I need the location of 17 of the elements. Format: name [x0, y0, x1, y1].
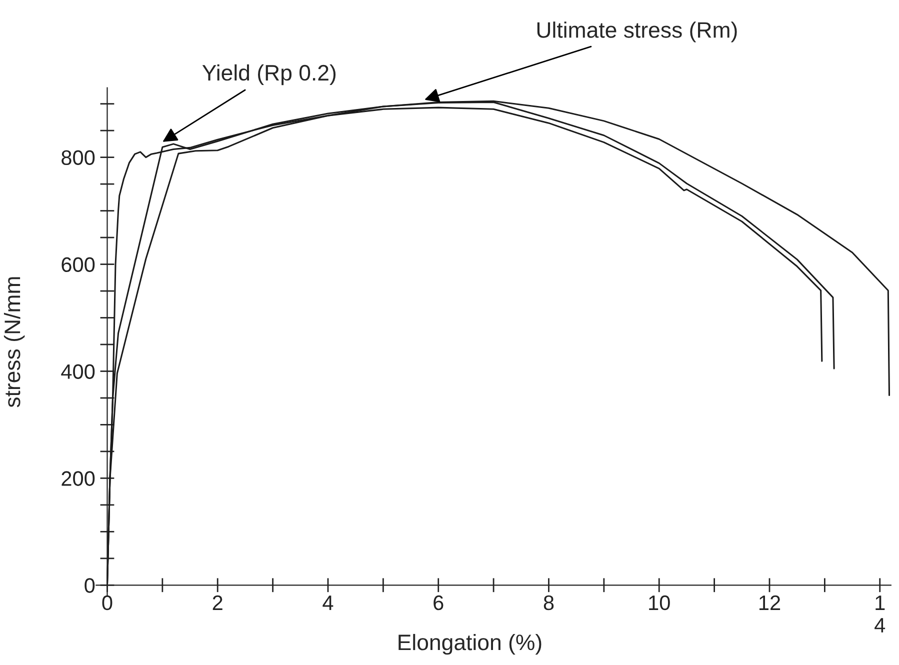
x-tick-label: 0 [102, 595, 112, 610]
x-axis-title: Elongation (%) [398, 634, 542, 655]
y-tick-label: 400 [61, 364, 95, 379]
x-tick-label: 12 [759, 595, 780, 610]
annotation: Yield (Rp 0.2) [202, 64, 336, 86]
y-tick-label: 600 [62, 257, 95, 272]
x-tick-label: 1 4 [874, 596, 886, 632]
annotation: Ultimate stress (Rm) [537, 22, 737, 42]
y-tick-label: 0 [84, 578, 95, 593]
x-tick-label: 6 [434, 595, 444, 610]
x-tick-label: 10 [649, 595, 670, 610]
x-tick-label: 4 [322, 596, 334, 610]
y-tick-label: 800 [62, 150, 95, 166]
x-tick-label: 8 [544, 595, 554, 610]
y-tick-label: 200 [62, 471, 95, 486]
y-axis-title: stress (N/mm [4, 277, 25, 408]
x-tick-label: 2 [212, 595, 222, 610]
